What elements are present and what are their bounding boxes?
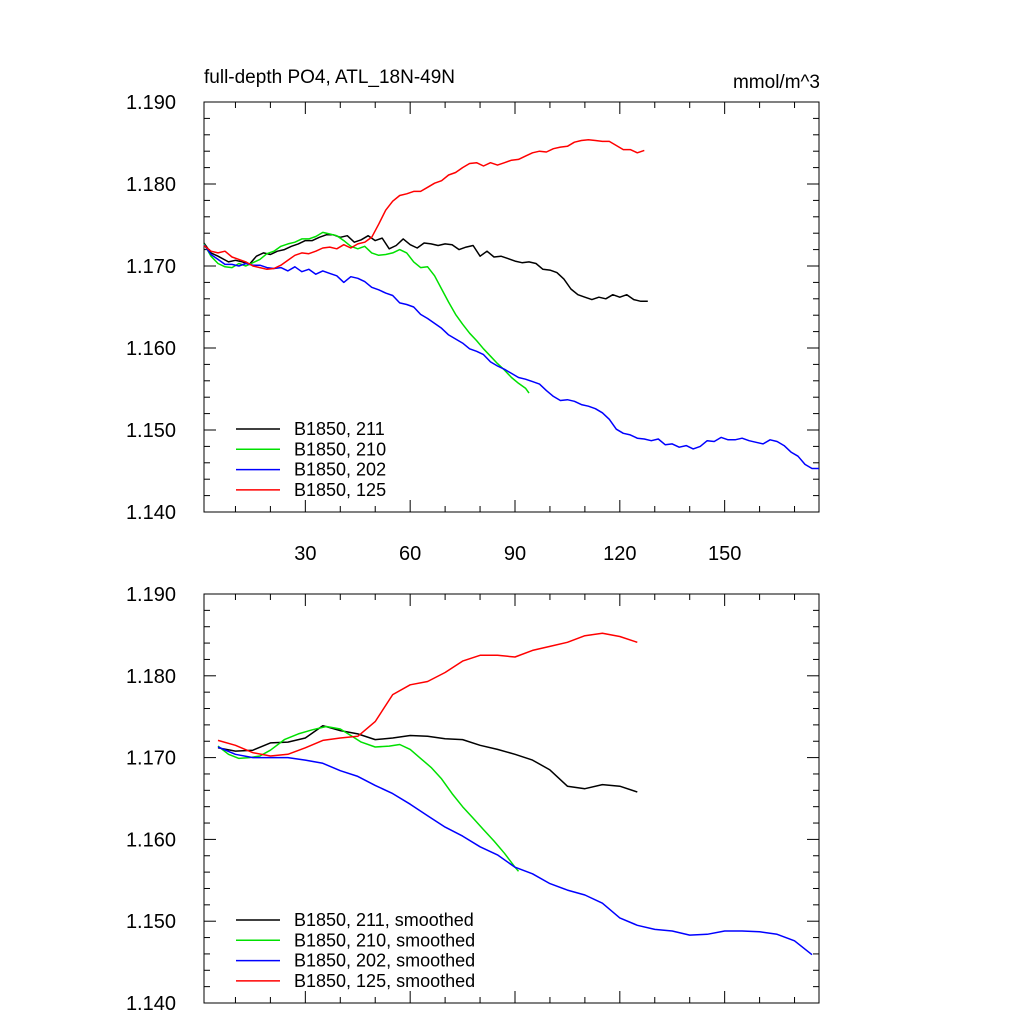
y-tick-label: 1.170 (126, 748, 176, 770)
top-panel: 1.140 1.150 1.160 1.170 1.180 1.190 30 60 90 120 1… (126, 92, 820, 565)
plot-frame (203, 101, 820, 513)
x-tick-label: 30 (294, 543, 316, 565)
y-tick-label: 1.160 (126, 338, 176, 360)
series-line (203, 244, 819, 470)
y-tick-label: 1.140 (126, 993, 176, 1015)
x-tick-label: 60 (399, 543, 421, 565)
y-tick-label: 1.160 (126, 829, 176, 851)
x-tick-label: 90 (504, 543, 526, 565)
y-tick-label: 1.190 (126, 92, 176, 114)
legend-label: B1850, 211, smoothed (294, 910, 474, 930)
series-line (203, 138, 645, 271)
y-tick-label: 1.190 (126, 584, 176, 606)
series-line (217, 724, 638, 793)
y-tick-label: 1.150 (126, 911, 176, 933)
y-tick-label: 1.170 (126, 256, 176, 278)
chart-title: full-depth PO4, ATL_18N-49N (204, 67, 455, 88)
series-line (217, 725, 520, 872)
legend-label: B1850, 210, smoothed (294, 930, 475, 950)
y-tick-label: 1.150 (126, 420, 176, 442)
plot-frame (203, 593, 820, 1004)
units-label: mmol/m^3 (733, 72, 820, 93)
x-tick-label: 120 (603, 543, 636, 565)
y-tick-label: 1.180 (126, 174, 176, 196)
legend-label: B1850, 125, smoothed (294, 971, 475, 991)
y-tick-label: 1.180 (126, 666, 176, 688)
series-line (203, 231, 530, 394)
legend-label: B1850, 202, smoothed (294, 951, 475, 971)
legend-label: B1850, 211 (294, 419, 385, 439)
bottom-panel: 1.140 1.150 1.160 1.170 1.180 1.190 B1850, 211… (126, 584, 820, 1015)
legend-label: B1850, 125 (294, 480, 386, 500)
legend-label: B1850, 210 (294, 439, 386, 459)
y-tick-label: 1.140 (126, 502, 176, 524)
legend-label: B1850, 202 (294, 460, 386, 480)
x-tick-label: 150 (708, 543, 741, 565)
series-line (217, 632, 638, 757)
series-line (217, 746, 813, 956)
series-line (203, 234, 648, 303)
